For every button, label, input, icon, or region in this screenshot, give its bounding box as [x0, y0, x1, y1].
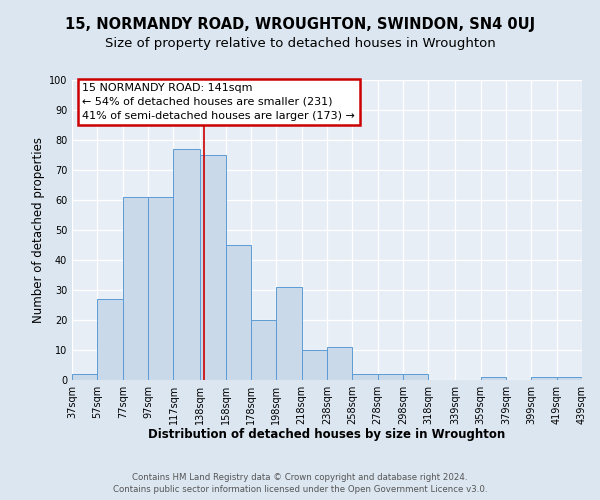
Text: Contains HM Land Registry data © Crown copyright and database right 2024.: Contains HM Land Registry data © Crown c… — [132, 472, 468, 482]
X-axis label: Distribution of detached houses by size in Wroughton: Distribution of detached houses by size … — [148, 428, 506, 442]
Bar — [352, 374, 378, 380]
Text: Contains public sector information licensed under the Open Government Licence v3: Contains public sector information licen… — [113, 485, 487, 494]
Bar — [327, 347, 352, 380]
Bar — [302, 350, 327, 380]
Text: Size of property relative to detached houses in Wroughton: Size of property relative to detached ho… — [104, 38, 496, 51]
Bar — [97, 299, 123, 380]
Y-axis label: Number of detached properties: Number of detached properties — [32, 137, 44, 323]
Text: 15, NORMANDY ROAD, WROUGHTON, SWINDON, SN4 0UJ: 15, NORMANDY ROAD, WROUGHTON, SWINDON, S… — [65, 18, 535, 32]
Bar — [72, 374, 97, 380]
Bar — [557, 377, 582, 380]
Bar — [148, 197, 173, 380]
Bar — [378, 374, 403, 380]
Bar — [403, 374, 428, 380]
Bar — [173, 149, 200, 380]
Text: 15 NORMANDY ROAD: 141sqm
← 54% of detached houses are smaller (231)
41% of semi-: 15 NORMANDY ROAD: 141sqm ← 54% of detach… — [82, 83, 355, 121]
Bar — [531, 377, 557, 380]
Bar — [200, 155, 226, 380]
Bar — [226, 245, 251, 380]
Bar — [251, 320, 276, 380]
Bar — [481, 377, 506, 380]
Bar — [276, 287, 302, 380]
Bar — [123, 197, 148, 380]
